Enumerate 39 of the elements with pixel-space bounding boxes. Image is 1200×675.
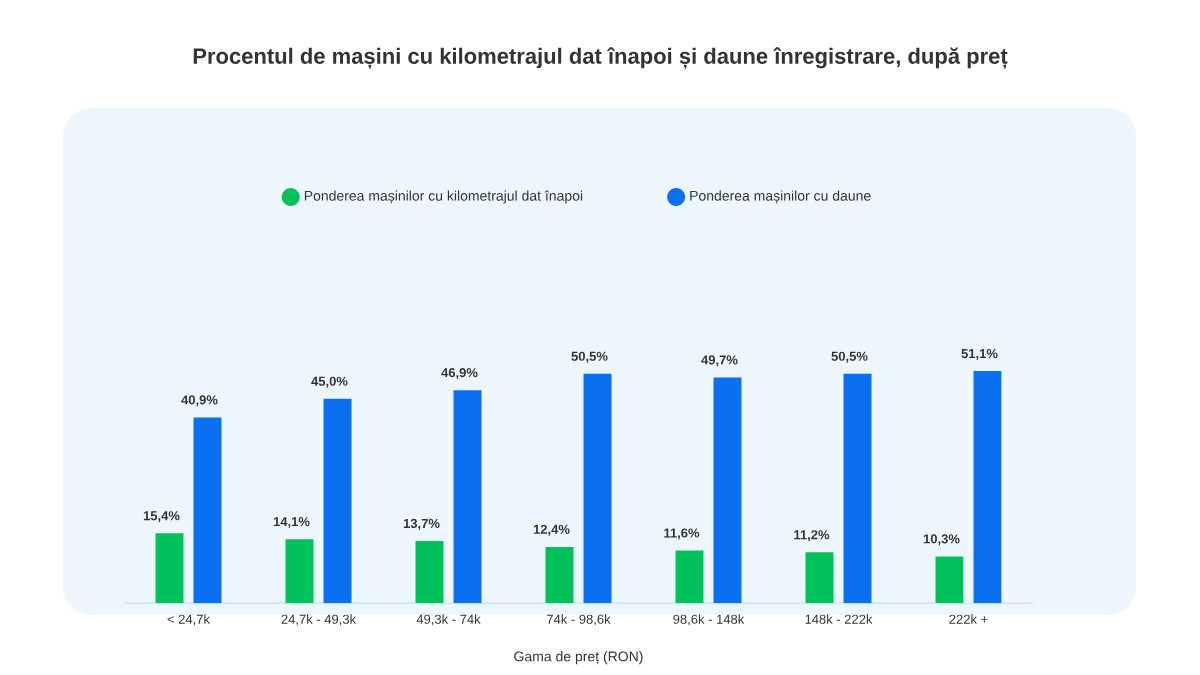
data-label: 45,0% (311, 376, 348, 388)
bar (323, 398, 352, 604)
data-label: 12,4% (533, 524, 570, 536)
bar (545, 546, 574, 604)
bar (675, 550, 704, 604)
data-label: 50,5% (831, 351, 868, 363)
bar (155, 533, 184, 604)
data-label: 50,5% (571, 351, 608, 363)
data-label: 15,4% (143, 511, 180, 523)
bar (453, 390, 482, 604)
x-tick-label: 74k - 98,6k (547, 614, 611, 626)
legend-label: Ponderea mașinilor cu daune (690, 190, 871, 204)
legend-label: Ponderea mașinilor cu kilometrajul dat înapoi (304, 190, 583, 204)
x-tick-label: 148k - 222k (805, 614, 873, 624)
bar (805, 552, 834, 604)
x-tick-label: < 24,7k (167, 614, 211, 626)
bar (713, 377, 742, 604)
data-label: 14,1% (273, 517, 310, 529)
bar (285, 539, 314, 604)
bar (935, 556, 964, 604)
bar (415, 540, 444, 604)
x-tick-label: 98,6k - 148k (673, 614, 745, 626)
data-label: 11,2% (794, 530, 830, 542)
bar (843, 373, 872, 604)
data-label: 10,3% (923, 534, 960, 546)
bar (583, 373, 612, 604)
bar (973, 371, 1002, 604)
x-axis-title: Gama de preț (RON) (514, 651, 643, 665)
bar (193, 417, 222, 604)
data-label: 11,6% (664, 528, 700, 540)
data-label: 40,9% (181, 395, 218, 407)
data-label: 51,1% (961, 348, 998, 361)
chart-title: Procentul de mașini cu kilometrajul dat înapoi și daune înregistrare, după preț (193, 47, 1008, 69)
x-tick-label: 24,7k - 49,3k (281, 614, 357, 626)
data-label: 13,7% (403, 518, 440, 530)
x-tick-label: 49,3k - 74k (416, 614, 481, 626)
data-label: 46,9% (441, 368, 478, 380)
x-tick-label: 222k + (949, 614, 988, 624)
data-label: 49,7% (701, 355, 738, 367)
